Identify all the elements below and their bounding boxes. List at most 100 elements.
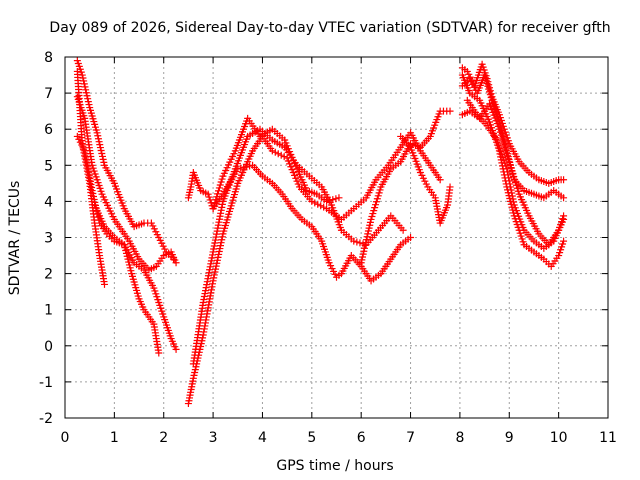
- data-point: [100, 280, 108, 288]
- data-point: [506, 180, 514, 188]
- data-point: [217, 178, 225, 186]
- data-point: [514, 187, 522, 195]
- data-point: [501, 143, 509, 151]
- data-point: [375, 189, 383, 197]
- axis-ticks: 0 1 2 3 4 5 6 7 8 9 10 11 -2 -1 0 1 2 3 4 5 6 7 8: [39, 50, 617, 446]
- data-point: [172, 259, 180, 267]
- y-axis-label: SDTVAR / TECUs: [7, 181, 23, 296]
- data-point: [512, 178, 520, 186]
- data-point: [98, 149, 106, 157]
- data-point: [512, 181, 520, 189]
- data-point: [96, 144, 104, 152]
- data-point: [372, 201, 380, 209]
- y-tick-label: -1: [39, 375, 53, 391]
- y-tick-label: 0: [44, 339, 53, 355]
- data-point: [513, 184, 521, 192]
- data-point: [96, 141, 104, 149]
- y-tick-label: 5: [44, 158, 53, 174]
- data-point: [100, 158, 108, 166]
- data-point: [311, 199, 319, 207]
- data-point: [502, 146, 510, 154]
- data-point: [82, 86, 90, 94]
- data-point: [216, 181, 224, 189]
- data-point: [508, 192, 516, 200]
- y-tick-label: 2: [44, 267, 53, 283]
- data-points: [73, 57, 568, 408]
- data-point: [215, 184, 223, 192]
- x-tick-label: 9: [505, 430, 514, 446]
- data-point: [271, 148, 279, 156]
- y-tick-label: 8: [44, 50, 53, 66]
- data-point: [500, 140, 508, 148]
- data-point: [94, 132, 102, 140]
- data-point: [505, 177, 513, 185]
- data-point: [84, 95, 92, 103]
- data-point: [317, 202, 325, 210]
- data-point: [503, 165, 511, 173]
- x-tick-label: 8: [455, 430, 464, 446]
- data-point: [407, 234, 415, 241]
- data-point: [268, 147, 276, 155]
- data-point: [506, 161, 514, 169]
- data-point: [372, 198, 380, 206]
- data-point: [84, 98, 92, 106]
- series-track-7: [184, 129, 444, 408]
- data-point: [94, 135, 102, 143]
- data-point: [446, 107, 454, 115]
- series-track-16: [463, 96, 568, 252]
- data-point: [374, 192, 382, 200]
- data-point: [93, 129, 101, 137]
- data-point: [97, 147, 105, 155]
- y-tick-label: -2: [39, 411, 53, 427]
- data-point: [216, 245, 224, 253]
- data-point: [504, 171, 512, 179]
- data-point: [320, 203, 328, 211]
- x-tick-label: 1: [110, 430, 119, 446]
- data-point: [210, 271, 218, 279]
- y-tick-label: 7: [44, 86, 53, 102]
- x-tick-label: 5: [307, 430, 316, 446]
- x-tick-label: 7: [406, 430, 415, 446]
- data-point: [560, 237, 568, 245]
- x-tick-label: 4: [258, 430, 267, 446]
- y-tick-label: 4: [44, 194, 53, 210]
- series-track-9: [209, 161, 415, 285]
- series-track-11: [397, 132, 454, 227]
- data-point: [509, 195, 517, 203]
- data-point: [496, 128, 504, 136]
- data-point: [503, 168, 511, 176]
- data-point: [81, 83, 89, 91]
- series-track-15: [458, 71, 568, 270]
- data-point: [240, 163, 248, 171]
- data-point: [560, 194, 568, 202]
- data-point: [172, 345, 180, 353]
- data-point: [503, 152, 511, 160]
- series-track-2: [73, 93, 180, 274]
- data-point: [314, 200, 322, 208]
- data-point: [234, 165, 242, 173]
- data-point: [499, 137, 507, 145]
- data-point: [211, 268, 219, 276]
- data-point: [373, 195, 381, 203]
- data-point: [436, 176, 444, 184]
- data-point: [80, 80, 88, 88]
- x-tick-label: 6: [357, 430, 366, 446]
- y-tick-label: 6: [44, 122, 53, 138]
- data-point: [82, 89, 90, 97]
- data-point: [508, 189, 516, 197]
- y-tick-label: 1: [44, 303, 53, 319]
- data-point: [274, 150, 282, 158]
- x-tick-label: 0: [61, 430, 70, 446]
- data-point: [511, 175, 519, 183]
- data-point: [246, 162, 254, 170]
- data-point: [308, 197, 316, 205]
- y-tick-label: 3: [44, 231, 53, 247]
- data-point: [218, 175, 226, 183]
- data-point: [78, 71, 86, 79]
- data-point: [368, 212, 376, 220]
- data-point: [376, 186, 384, 194]
- data-point: [277, 151, 285, 159]
- data-point: [83, 92, 91, 100]
- data-point: [510, 198, 518, 206]
